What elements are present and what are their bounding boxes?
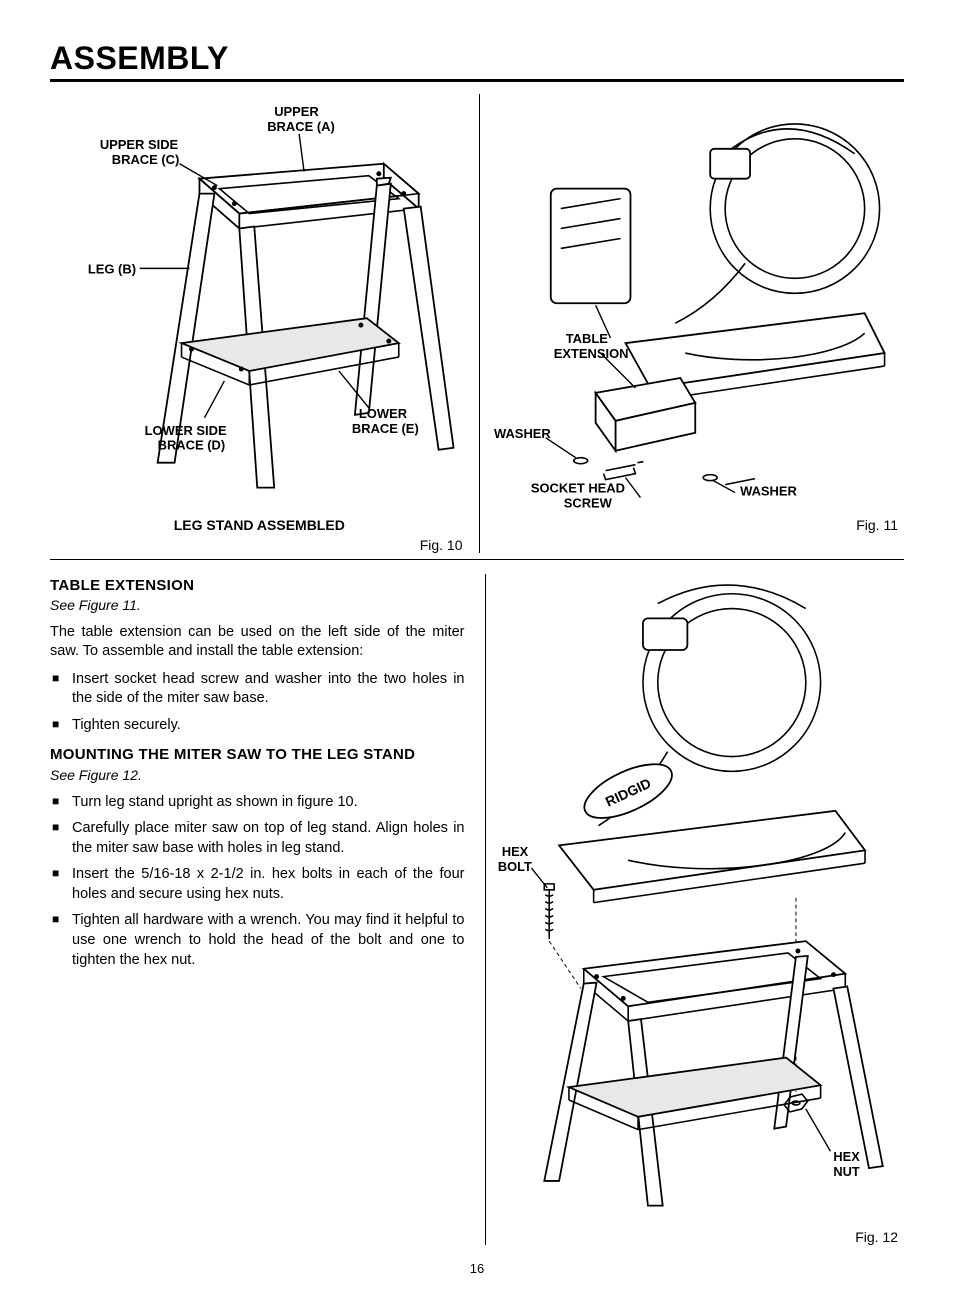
see-figure-11: See Figure 11. — [50, 596, 465, 615]
top-figures-row: UPPERBRACE (A) UPPER SIDEBRACE (C) LEG (… — [50, 94, 904, 553]
label-table-extension: TABLEEXTENSION — [553, 331, 628, 361]
label-washer-left: WASHER — [493, 426, 550, 441]
figure-10-number: Fig. 10 — [50, 537, 469, 553]
list-item: Insert the 5/16-18 x 2-1/2 in. hex bolts… — [50, 865, 465, 904]
list-item: Insert socket head screw and washer into… — [50, 670, 465, 709]
list-item: Tighten all hardware with a wrench. You … — [50, 911, 465, 970]
list-item: Carefully place miter saw on top of leg … — [50, 819, 465, 858]
label-leg: LEG (B) — [88, 261, 136, 276]
label-socket-head-screw: SOCKET HEADSCREW — [530, 481, 624, 511]
list-item: Tighten securely. — [50, 716, 465, 736]
label-upper-brace: UPPERBRACE (A) — [267, 104, 335, 134]
figure-10-caption: LEG STAND ASSEMBLED — [50, 517, 469, 533]
label-hex-bolt: HEXBOLT — [497, 844, 531, 874]
label-washer-right: WASHER — [740, 484, 797, 499]
list-item: Turn leg stand upright as shown in figur… — [50, 793, 465, 813]
label-hex-nut: HEXNUT — [833, 1149, 860, 1179]
title-rule — [50, 79, 904, 82]
figure-12-svg: RIDGID — [490, 574, 905, 1225]
label-upper-side-brace: UPPER SIDEBRACE (C) — [100, 137, 180, 167]
text-column: TABLE EXTENSION See Figure 11. The table… — [50, 574, 465, 1245]
figure-12: RIDGID — [485, 574, 905, 1245]
heading-table-extension: TABLE EXTENSION — [50, 576, 465, 596]
heading-mounting: MOUNTING THE MITER SAW TO THE LEG STAND — [50, 745, 465, 765]
figure-11: TABLEEXTENSION WASHER WASHER SOCKET HEAD… — [479, 94, 905, 553]
lower-content-row: TABLE EXTENSION See Figure 11. The table… — [50, 574, 904, 1245]
page-number: 16 — [50, 1261, 904, 1276]
see-figure-12: See Figure 12. — [50, 766, 465, 785]
label-lower-side-brace: LOWER SIDEBRACE (D) — [145, 423, 227, 453]
page-title: ASSEMBLY — [50, 40, 904, 77]
label-lower-brace: LOWERBRACE (E) — [352, 406, 419, 436]
figure-11-svg: TABLEEXTENSION WASHER WASHER SOCKET HEAD… — [486, 94, 905, 513]
figure-10-svg: UPPERBRACE (A) UPPER SIDEBRACE (C) LEG (… — [50, 94, 469, 513]
figures-divider — [50, 559, 904, 560]
figure-11-number: Fig. 11 — [486, 517, 905, 533]
figure-10: UPPERBRACE (A) UPPER SIDEBRACE (C) LEG (… — [50, 94, 469, 553]
mounting-list: Turn leg stand upright as shown in figur… — [50, 793, 465, 971]
table-extension-list: Insert socket head screw and washer into… — [50, 670, 465, 736]
figure-12-number: Fig. 12 — [490, 1229, 905, 1245]
table-extension-intro: The table extension can be used on the l… — [50, 623, 465, 662]
